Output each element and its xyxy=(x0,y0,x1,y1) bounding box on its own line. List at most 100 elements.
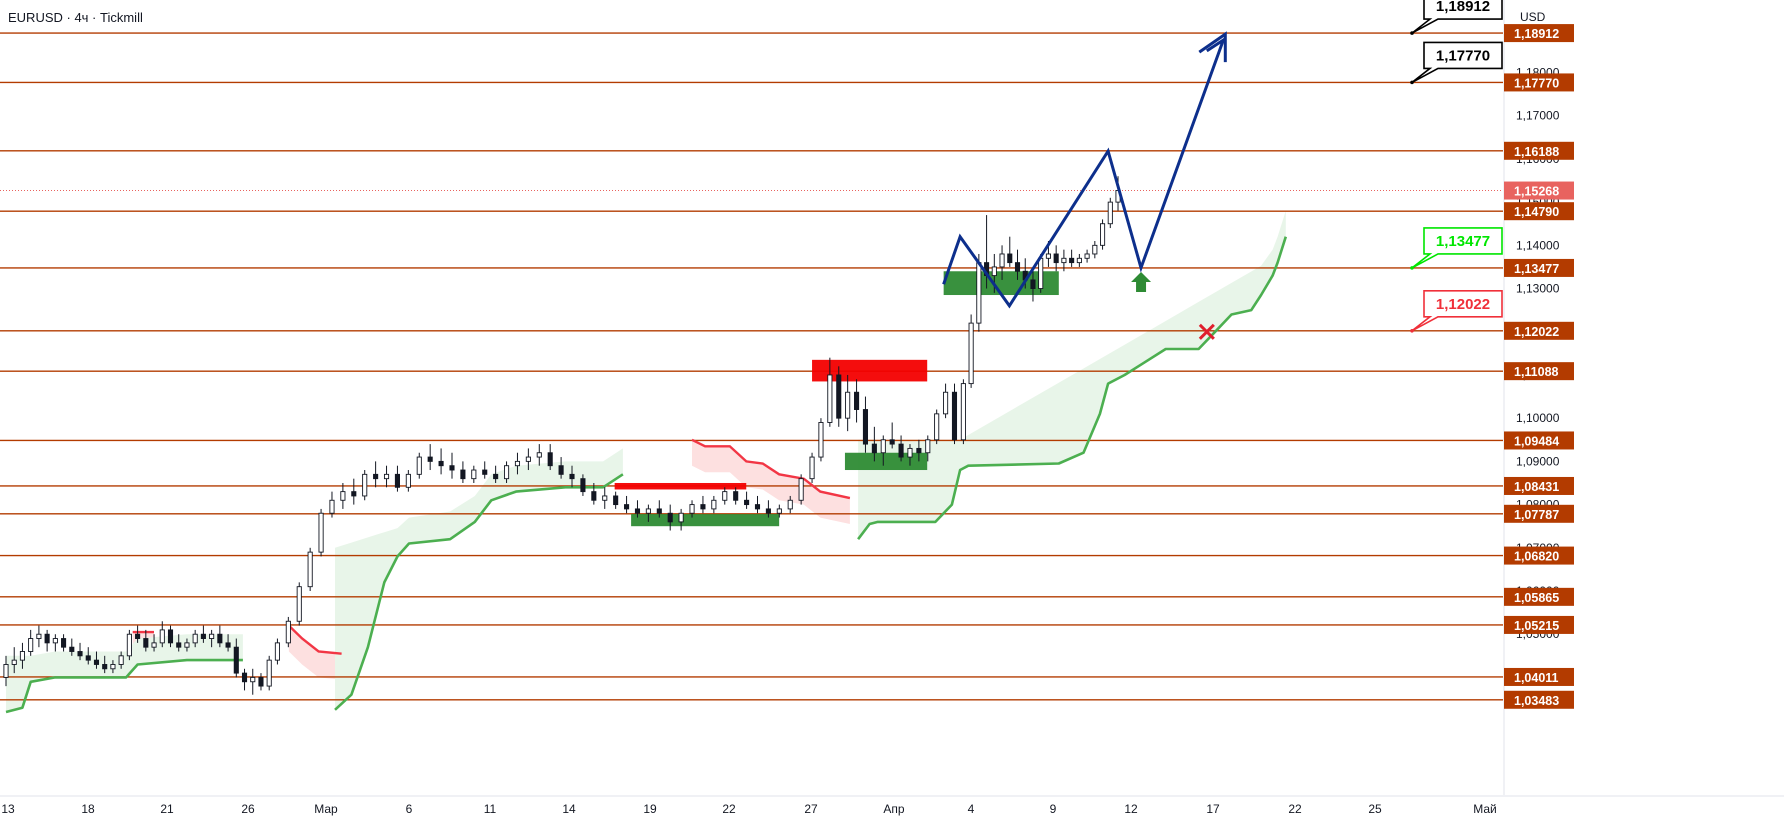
candle-body-bear xyxy=(744,499,750,506)
candle-body-bull xyxy=(1084,253,1090,259)
candle-body-bull xyxy=(362,473,368,497)
candle xyxy=(700,495,706,514)
candle xyxy=(1107,197,1113,229)
level-price-label: 1,05215 xyxy=(1514,619,1559,633)
candle xyxy=(667,504,673,531)
candle xyxy=(943,383,949,419)
callout-anchor xyxy=(1410,329,1414,333)
candle-body-bull xyxy=(383,473,390,480)
candle xyxy=(217,625,223,648)
candle xyxy=(1092,241,1098,259)
candle xyxy=(296,582,302,626)
candle xyxy=(493,465,499,483)
candle xyxy=(916,439,922,462)
candle-body-bear xyxy=(889,439,895,445)
supertrend-down-line xyxy=(691,438,851,500)
candle-body-bear xyxy=(871,443,877,454)
candle xyxy=(591,482,597,505)
candle xyxy=(200,625,206,643)
candle xyxy=(1084,249,1090,263)
candle-body-bull xyxy=(11,659,17,665)
candle xyxy=(69,638,75,656)
candle-body-bull xyxy=(285,620,291,644)
candle xyxy=(184,638,190,652)
candle xyxy=(93,651,100,669)
candle xyxy=(845,374,851,432)
candle xyxy=(776,504,782,518)
level-price-tag xyxy=(1504,615,1574,634)
supertrend-down-fill xyxy=(692,439,850,524)
candle xyxy=(754,495,761,514)
candle-body-bull xyxy=(999,253,1005,268)
x-tick-label: 9 xyxy=(1050,802,1057,816)
candle-body-bull xyxy=(1092,244,1098,255)
candle xyxy=(266,655,272,691)
candle-body-bull xyxy=(968,322,974,385)
candle xyxy=(827,357,833,427)
candle-body-bull xyxy=(1100,223,1106,246)
candle-body-bear xyxy=(656,508,662,514)
candle-body-bear xyxy=(85,655,91,661)
callout-text: 1,17770 xyxy=(1436,47,1490,64)
candle-body-bear xyxy=(482,469,488,475)
candle xyxy=(836,366,842,427)
candle xyxy=(787,495,793,514)
candle xyxy=(258,673,264,691)
candle-body-bull xyxy=(689,504,695,514)
candle xyxy=(482,461,488,479)
x-tick-label: 12 xyxy=(1124,802,1138,816)
candle xyxy=(580,474,586,496)
candle xyxy=(854,379,860,423)
x-tick-label: 25 xyxy=(1368,802,1382,816)
x-tick-label: 14 xyxy=(562,802,576,816)
callout-box xyxy=(1411,227,1503,269)
candle xyxy=(438,448,444,475)
candle-body-bull xyxy=(192,633,198,644)
candle xyxy=(951,383,958,445)
candle xyxy=(36,625,42,648)
candle-body-bear xyxy=(862,409,869,445)
x-tick-label: 19 xyxy=(643,802,657,816)
supertrend-up-line xyxy=(857,236,1288,540)
candle-body-bear xyxy=(449,465,455,471)
candle-body-bull xyxy=(3,664,9,678)
candle-body-bear xyxy=(624,504,630,510)
x-tick-label: 27 xyxy=(804,802,818,816)
buy-arrow-icon xyxy=(1131,272,1152,293)
candle-body-bear xyxy=(613,495,619,506)
supertrend-up-line xyxy=(5,658,243,714)
candle-body-bull xyxy=(28,638,34,652)
candle-body-bull xyxy=(296,586,302,622)
y-tick-label: 1,17000 xyxy=(1516,109,1560,123)
candle-body-bear xyxy=(569,473,575,480)
level-price-tag xyxy=(1504,258,1574,277)
candle xyxy=(809,452,815,483)
level-price-tag xyxy=(1504,546,1574,565)
candle xyxy=(102,655,108,674)
candle-body-bull xyxy=(976,262,982,324)
candle-body-bear xyxy=(102,664,108,670)
currency-label: USD xyxy=(1520,10,1546,24)
candle xyxy=(536,444,542,466)
x-tick-label: 22 xyxy=(1288,802,1302,816)
candle xyxy=(362,470,368,501)
candle xyxy=(77,642,83,661)
callout-support: 1,13477 xyxy=(1410,227,1503,270)
callout-box xyxy=(1411,41,1503,84)
level-price-tag xyxy=(1504,476,1574,495)
candle-body-bull xyxy=(536,452,542,458)
candle-body-bull xyxy=(809,456,815,480)
candle-body-bull xyxy=(471,469,477,480)
candle xyxy=(711,495,717,514)
candle xyxy=(525,448,531,471)
candle xyxy=(28,629,34,656)
candle-body-bull xyxy=(307,551,313,588)
level-price-label: 1,13477 xyxy=(1514,262,1559,276)
candle xyxy=(569,465,575,488)
callout-text: 1,13477 xyxy=(1436,233,1490,250)
candle-body-bear xyxy=(667,512,673,523)
candle-body-bear xyxy=(93,659,100,665)
candle-body-bull xyxy=(525,456,531,462)
